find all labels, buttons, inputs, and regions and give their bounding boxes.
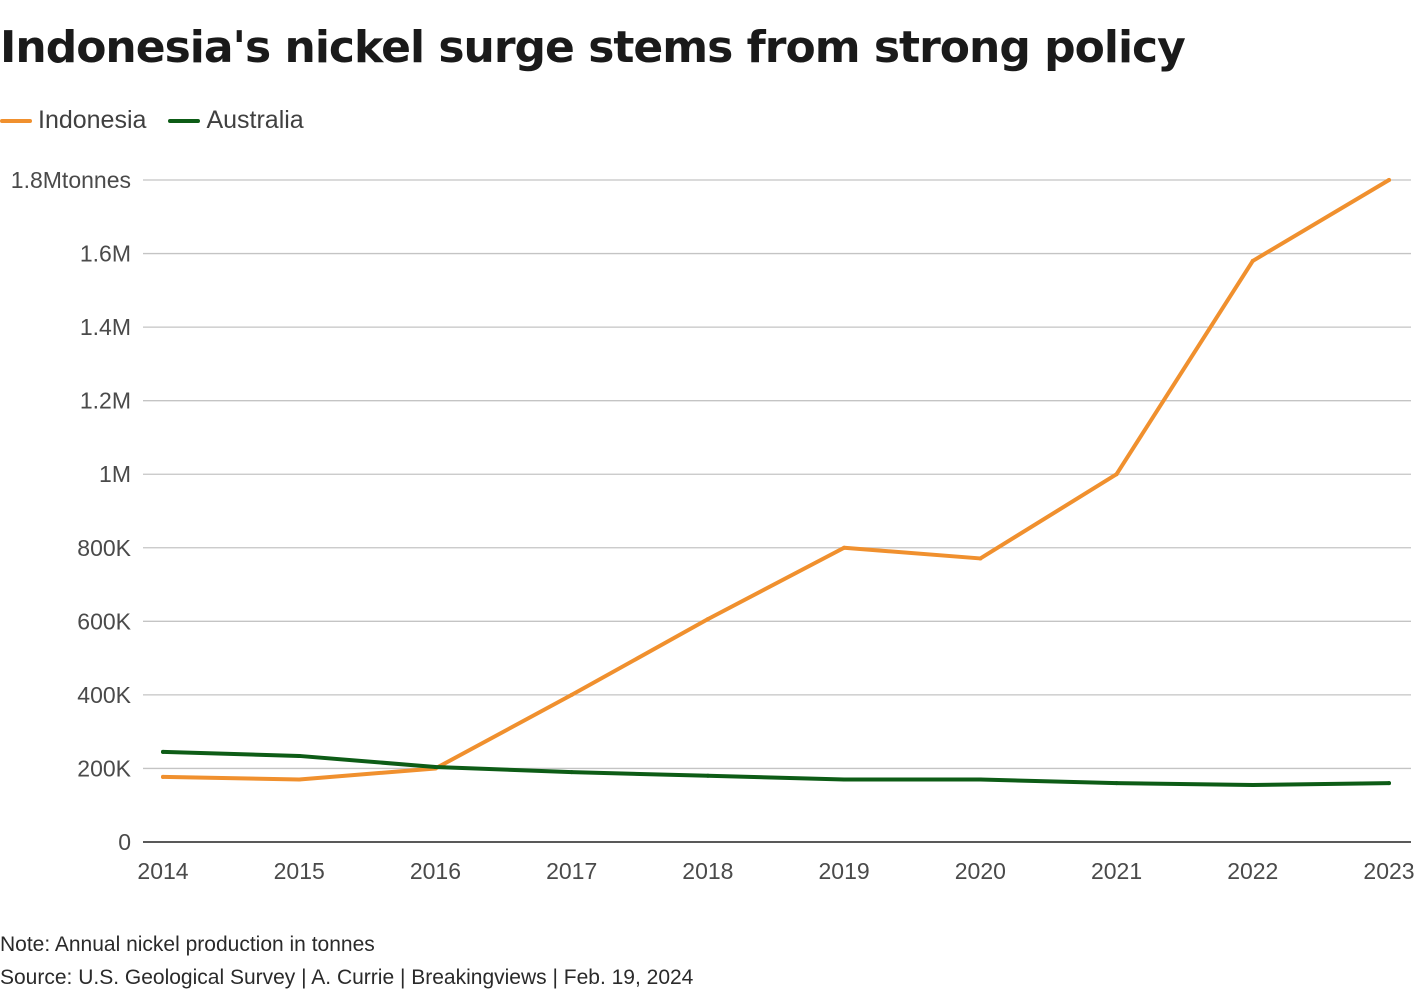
x-tick-label-3: 2017 bbox=[546, 858, 597, 884]
line-chart: 0 200K 400K 600K 800K 1M 1.2M 1.4M 1.6M 1.8Mtonne… bbox=[11, 167, 1415, 884]
x-tick-label-7: 2021 bbox=[1091, 858, 1142, 884]
data-point-australia-2015 bbox=[297, 753, 302, 758]
series-lines bbox=[161, 178, 1391, 787]
y-tick-label-3: 600K bbox=[77, 608, 131, 634]
x-tick-label-1: 2015 bbox=[274, 858, 325, 884]
x-tick-label-8: 2022 bbox=[1227, 858, 1278, 884]
legend-item-indonesia: Indonesia bbox=[0, 106, 146, 135]
series-line-australia bbox=[161, 749, 1391, 787]
legend-swatch-indonesia bbox=[0, 118, 32, 123]
y-tick-label-5: 1M bbox=[99, 461, 131, 487]
data-point-australia-2022 bbox=[1250, 782, 1255, 787]
legend-label-indonesia: Indonesia bbox=[38, 106, 147, 134]
y-tick-label-9: 1.8Mtonnes bbox=[11, 167, 131, 193]
legend: Indonesia Australia bbox=[0, 106, 326, 135]
y-tick-label-1: 200K bbox=[77, 755, 131, 781]
data-point-australia-2014 bbox=[161, 749, 165, 754]
y-tick-label-7: 1.4M bbox=[80, 314, 131, 340]
data-point-australia-2019 bbox=[842, 777, 847, 782]
data-point-indonesia-2015 bbox=[297, 777, 302, 782]
data-point-australia-2021 bbox=[1114, 781, 1119, 786]
x-tick-label-0: 2014 bbox=[137, 858, 188, 884]
x-tick-label-2: 2016 bbox=[410, 858, 461, 884]
y-tick-label-2: 400K bbox=[77, 682, 131, 708]
y-tick-label-4: 800K bbox=[77, 535, 131, 561]
x-tick-label-9: 2023 bbox=[1363, 858, 1414, 884]
x-tick-label-4: 2018 bbox=[682, 858, 733, 884]
data-point-indonesia-2021 bbox=[1114, 472, 1119, 477]
y-tick-label-8: 1.6M bbox=[80, 241, 131, 267]
series-line-indonesia bbox=[161, 178, 1391, 782]
legend-swatch-australia bbox=[168, 118, 201, 123]
data-point-australia-2017 bbox=[569, 770, 574, 775]
data-point-indonesia-2014 bbox=[161, 774, 165, 779]
x-tick-label-5: 2019 bbox=[819, 858, 870, 884]
chart-source: Source: U.S. Geological Survey | A. Curr… bbox=[0, 966, 694, 989]
x-tick-label-6: 2020 bbox=[955, 858, 1006, 884]
data-point-indonesia-2022 bbox=[1250, 258, 1255, 263]
data-point-indonesia-2017 bbox=[569, 692, 574, 697]
y-tick-label-6: 1.2M bbox=[80, 388, 131, 414]
data-point-australia-2023 bbox=[1387, 781, 1391, 786]
legend-label-australia: Australia bbox=[206, 106, 304, 134]
legend-item-australia: Australia bbox=[168, 106, 304, 135]
data-point-indonesia-2023 bbox=[1387, 178, 1391, 182]
data-point-indonesia-2019 bbox=[842, 545, 847, 550]
grid-lines bbox=[143, 179, 1411, 770]
data-point-indonesia-2020 bbox=[978, 556, 983, 561]
axes: 0 200K 400K 600K 800K 1M 1.2M 1.4M 1.6M 1.8Mtonne… bbox=[11, 167, 1415, 884]
y-tick-label-0: 0 bbox=[118, 829, 131, 855]
data-point-australia-2020 bbox=[978, 777, 983, 782]
data-point-australia-2018 bbox=[705, 773, 710, 778]
data-point-australia-2016 bbox=[433, 764, 438, 769]
chart-title: Indonesia's nickel surge stems from stro… bbox=[0, 22, 1186, 73]
chart-note: Note: Annual nickel production in tonnes bbox=[0, 933, 375, 956]
data-point-indonesia-2018 bbox=[705, 617, 710, 622]
